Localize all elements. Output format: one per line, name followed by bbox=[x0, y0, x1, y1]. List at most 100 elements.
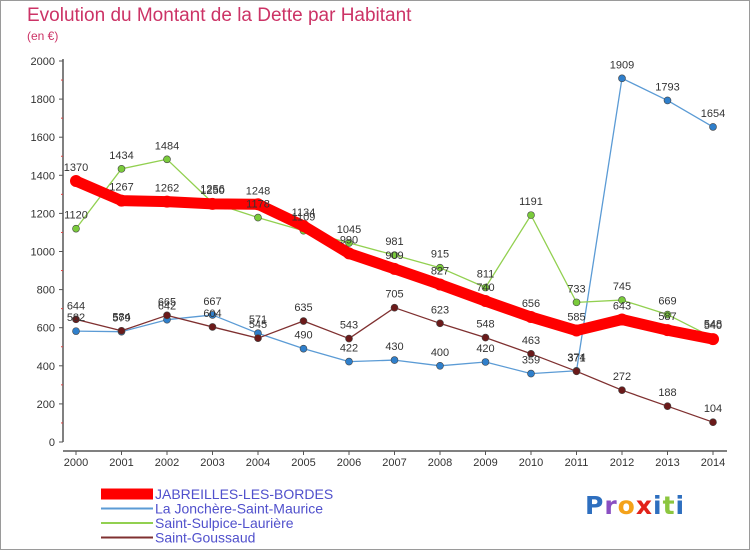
data-label: 584 bbox=[112, 312, 130, 324]
data-label: 1134 bbox=[292, 207, 316, 219]
proxiti-logo: Proxiti bbox=[585, 491, 685, 520]
legend-label: Saint-Goussaud bbox=[155, 530, 255, 546]
chart-title: Evolution du Montant de la Dette par Hab… bbox=[27, 5, 412, 26]
data-point bbox=[297, 219, 310, 232]
y-tick-label: 1000 bbox=[31, 247, 55, 259]
data-point bbox=[618, 296, 626, 304]
y-tick-label: 1400 bbox=[31, 170, 55, 182]
data-point bbox=[161, 195, 173, 208]
x-tick-label: 2011 bbox=[565, 457, 589, 469]
data-label: 1793 bbox=[655, 81, 679, 93]
data-label: 463 bbox=[522, 335, 540, 347]
data-point bbox=[254, 213, 262, 222]
data-label: 104 bbox=[704, 403, 722, 415]
data-label: 1434 bbox=[109, 150, 133, 162]
data-point bbox=[72, 315, 80, 324]
data-point bbox=[527, 211, 535, 219]
data-label: 272 bbox=[613, 371, 631, 383]
data-point bbox=[618, 386, 626, 394]
data-point bbox=[663, 96, 672, 105]
data-point bbox=[481, 358, 490, 366]
chart-unit: (en €) bbox=[27, 29, 59, 43]
data-label: 1109 bbox=[292, 212, 316, 224]
y-tick-label: 800 bbox=[37, 285, 55, 297]
data-label: 1250 bbox=[200, 185, 224, 197]
data-label: 374 bbox=[567, 352, 585, 364]
data-label: 585 bbox=[567, 312, 585, 324]
data-label: 188 bbox=[658, 387, 676, 399]
data-label: 359 bbox=[522, 355, 540, 367]
data-label: 422 bbox=[340, 343, 358, 355]
data-label: 420 bbox=[476, 343, 494, 355]
data-point bbox=[572, 367, 581, 376]
x-tick-label: 2004 bbox=[246, 457, 270, 469]
data-point bbox=[299, 317, 308, 325]
data-point bbox=[481, 333, 490, 342]
data-label: 1654 bbox=[701, 108, 725, 120]
legend-label: La Jonchère-Saint-Maurice bbox=[155, 501, 323, 517]
data-point bbox=[390, 303, 399, 312]
data-label: 915 bbox=[431, 249, 449, 261]
y-tick-label: 600 bbox=[37, 323, 55, 335]
logo-letter: i bbox=[675, 491, 686, 520]
y-tick-label: 0 bbox=[49, 437, 55, 449]
data-label: 656 bbox=[522, 298, 540, 310]
data-label: 635 bbox=[294, 302, 312, 314]
data-label: 1248 bbox=[246, 185, 270, 197]
data-point bbox=[70, 175, 82, 188]
data-point bbox=[525, 311, 537, 324]
data-point bbox=[663, 310, 672, 319]
data-label: 548 bbox=[704, 319, 722, 331]
data-label: 642 bbox=[158, 301, 176, 313]
data-label: 1191 bbox=[519, 196, 543, 208]
data-label: 909 bbox=[385, 250, 403, 262]
data-point bbox=[707, 333, 719, 346]
data-label: 1045 bbox=[337, 224, 361, 236]
data-point bbox=[115, 194, 128, 207]
legend-label: Saint-Sulpice-Laurière bbox=[155, 515, 294, 531]
data-label: 371 bbox=[567, 352, 585, 364]
series-line bbox=[75, 77, 714, 375]
data-point bbox=[436, 319, 444, 328]
data-point bbox=[299, 344, 308, 353]
logo-letter: o bbox=[617, 491, 636, 520]
data-label: 540 bbox=[704, 320, 722, 332]
x-tick-label: 2013 bbox=[655, 457, 679, 469]
x-tick-label: 2012 bbox=[610, 457, 634, 469]
data-label: 1256 bbox=[200, 184, 224, 196]
data-label: 1120 bbox=[64, 210, 88, 222]
data-label: 643 bbox=[613, 301, 631, 313]
x-tick-label: 2010 bbox=[519, 457, 543, 469]
data-point bbox=[117, 326, 126, 335]
data-point bbox=[72, 327, 80, 335]
data-label: 548 bbox=[476, 319, 494, 331]
data-point bbox=[479, 295, 492, 308]
data-point bbox=[343, 247, 355, 260]
data-point bbox=[572, 298, 581, 307]
data-point bbox=[388, 262, 401, 275]
logo-letter: x bbox=[635, 491, 653, 520]
data-label: 430 bbox=[385, 341, 403, 353]
y-tick-label: 1200 bbox=[31, 208, 55, 220]
y-tick-label: 1800 bbox=[31, 94, 55, 106]
data-point bbox=[117, 165, 126, 173]
data-label: 669 bbox=[658, 296, 676, 308]
data-point bbox=[709, 418, 717, 426]
y-tick-label: 2000 bbox=[31, 56, 55, 68]
data-label: 604 bbox=[203, 308, 221, 320]
data-label: 545 bbox=[249, 319, 267, 331]
data-label: 582 bbox=[67, 312, 85, 324]
data-label: 740 bbox=[476, 282, 494, 294]
data-point bbox=[709, 123, 717, 131]
data-label: 733 bbox=[567, 283, 585, 295]
data-label: 587 bbox=[658, 311, 676, 323]
data-point bbox=[436, 263, 444, 272]
data-point bbox=[163, 311, 171, 320]
data-point bbox=[527, 349, 535, 358]
data-point bbox=[618, 74, 626, 83]
logo-letter: t bbox=[662, 491, 676, 520]
data-label: 400 bbox=[431, 347, 449, 359]
data-label: 644 bbox=[67, 300, 85, 312]
data-point bbox=[436, 361, 444, 370]
